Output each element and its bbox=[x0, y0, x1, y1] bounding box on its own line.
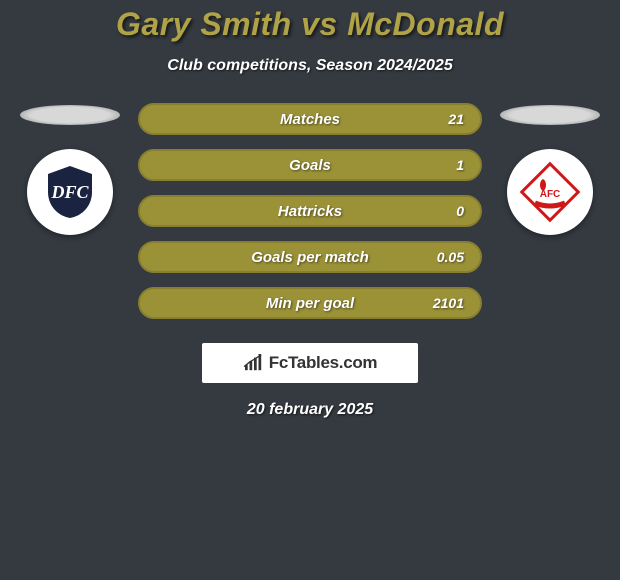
svg-text:DFC: DFC bbox=[50, 182, 89, 202]
shield-icon: DFC bbox=[40, 162, 100, 222]
stat-row-goals: Goals 1 bbox=[138, 149, 482, 181]
right-side: AFC bbox=[500, 103, 600, 235]
page-title: Gary Smith vs McDonald bbox=[116, 6, 504, 43]
stat-value: 1 bbox=[456, 157, 464, 173]
stat-label: Goals bbox=[289, 157, 331, 174]
left-club-logo: DFC bbox=[27, 149, 113, 235]
brand-text: FcTables.com bbox=[269, 353, 378, 373]
subtitle: Club competitions, Season 2024/2025 bbox=[167, 57, 452, 75]
diamond-badge-icon: AFC bbox=[517, 159, 583, 225]
stat-value: 2101 bbox=[433, 295, 464, 311]
stat-row-goals-per-match: Goals per match 0.05 bbox=[138, 241, 482, 273]
stat-label: Min per goal bbox=[266, 295, 354, 312]
player-shadow-right bbox=[500, 105, 600, 125]
stat-row-min-per-goal: Min per goal 2101 bbox=[138, 287, 482, 319]
left-side: DFC bbox=[20, 103, 120, 235]
right-club-logo: AFC bbox=[507, 149, 593, 235]
bar-chart-icon bbox=[243, 354, 265, 372]
stats-column: Matches 21 Goals 1 Hattricks 0 Goals per… bbox=[138, 103, 482, 319]
stat-row-hattricks: Hattricks 0 bbox=[138, 195, 482, 227]
comparison-card: Gary Smith vs McDonald Club competitions… bbox=[0, 0, 620, 419]
date-label: 20 february 2025 bbox=[247, 401, 373, 419]
stat-label: Hattricks bbox=[278, 203, 342, 220]
stat-row-matches: Matches 21 bbox=[138, 103, 482, 135]
stat-label: Matches bbox=[280, 111, 340, 128]
stat-value: 21 bbox=[448, 111, 464, 127]
stat-label: Goals per match bbox=[251, 249, 369, 266]
svg-text:AFC: AFC bbox=[540, 189, 561, 200]
stat-value: 0 bbox=[456, 203, 464, 219]
main-row: DFC Matches 21 Goals 1 Hattricks 0 Goals… bbox=[0, 103, 620, 319]
brand-badge: FcTables.com bbox=[202, 343, 418, 383]
stat-value: 0.05 bbox=[437, 249, 464, 265]
player-shadow-left bbox=[20, 105, 120, 125]
